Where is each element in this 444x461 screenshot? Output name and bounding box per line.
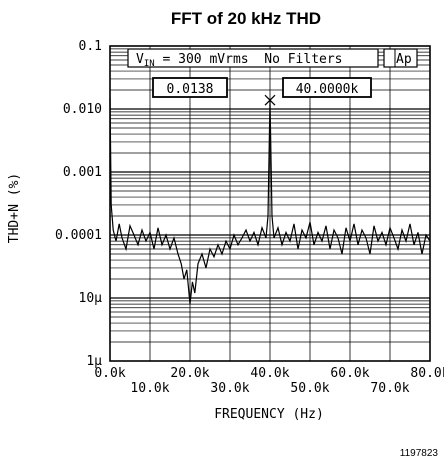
x-tick-label: 40.0k (250, 366, 289, 381)
marker-stroke (264, 94, 276, 106)
marker-y-box (152, 77, 228, 98)
logo-box (383, 48, 418, 68)
conditions-v: V (136, 52, 144, 67)
conditions-box (127, 48, 379, 68)
conditions-label: VIN = 300 mVrms No Filters (136, 52, 343, 69)
marker-x-box (282, 77, 372, 98)
x-tick-label: 20.0k (170, 366, 209, 381)
y-axis-label: THD+N (%) (7, 173, 22, 243)
x-tick-label: 80.0k (410, 366, 444, 381)
series-line (109, 97, 431, 305)
y-tick-label: 0.0001 (55, 228, 102, 243)
marker-x-readout: 40.0000k (296, 82, 359, 97)
figure-id: 1197823 (400, 448, 439, 459)
chart-title: FFT of 20 kHz THD (171, 9, 321, 28)
y-tick-label: 10μ (79, 291, 103, 306)
x-tick-label: 70.0k (370, 381, 409, 396)
x-tick-label: 10.0k (130, 381, 169, 396)
x-tick-label: 30.0k (210, 381, 249, 396)
x-tick-label: 50.0k (290, 381, 329, 396)
x-axis-label: FREQUENCY (Hz) (214, 407, 324, 422)
y-axis-ticks: 0.1 0.010 0.001 0.0001 10μ 1μ (55, 39, 102, 369)
conditions-rest: = 300 mVrms No Filters (155, 52, 343, 67)
marker-cross (264, 94, 276, 106)
x-tick-label: 0.0k (94, 366, 125, 381)
conditions-sub: IN (144, 59, 155, 69)
ap-logo: Ap (396, 52, 412, 67)
x-axis-ticks: 0.0k 20.0k 40.0k 60.0k 80.0k 10.0k 30.0k 50.0k 7… (94, 366, 444, 396)
plot-frame (109, 45, 431, 362)
y-tick-label: 0.010 (63, 102, 102, 117)
y-tick-label: 1μ (86, 354, 102, 369)
x-tick-label: 60.0k (330, 366, 369, 381)
y-tick-label: 0.001 (63, 165, 102, 180)
marker-y-readout: 0.0138 (167, 82, 214, 97)
y-tick-label: 0.1 (79, 39, 102, 54)
